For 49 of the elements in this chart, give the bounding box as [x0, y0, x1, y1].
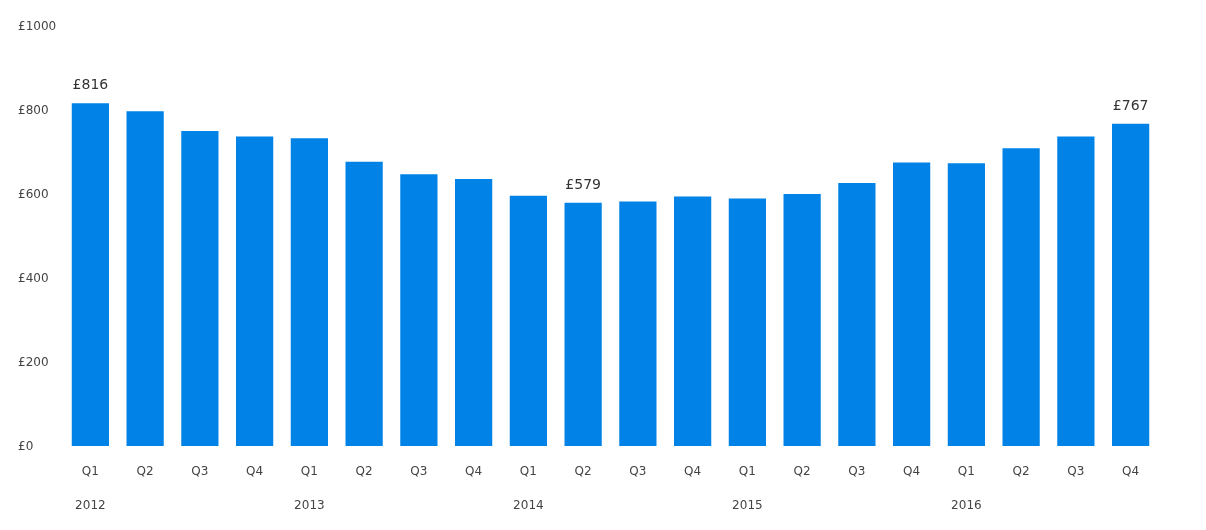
bar	[674, 196, 712, 446]
y-tick-label: £200	[18, 355, 49, 369]
category-label: Q1 2012	[75, 464, 106, 512]
bar	[619, 201, 657, 446]
bar	[947, 163, 985, 446]
data-label: £816	[72, 76, 109, 93]
x-tick-label: Q2	[574, 464, 592, 478]
y-tick-label: £800	[18, 103, 49, 117]
bar	[1057, 136, 1095, 446]
bar	[400, 174, 438, 446]
bar	[783, 194, 821, 446]
category-label: Q1 2015	[732, 464, 763, 512]
data-label: £767	[1112, 96, 1149, 113]
bar	[1002, 148, 1040, 446]
x-tick-label: Q3	[1067, 464, 1085, 478]
x-tick-label: Q3	[629, 464, 647, 478]
y-tick-label: £0	[18, 439, 34, 453]
bar	[455, 178, 493, 446]
x-tick-label: Q4	[465, 464, 483, 478]
x-tick-label: Q3	[410, 464, 428, 478]
bar	[236, 136, 274, 446]
y-tick-label: £600	[18, 187, 49, 201]
bar	[838, 183, 876, 446]
bar	[509, 195, 547, 446]
bar	[71, 103, 109, 446]
data-label: £579	[565, 175, 601, 192]
x-tick-label: Q4	[1122, 464, 1140, 478]
bar	[345, 161, 383, 446]
category-label: Q1 2014	[513, 464, 544, 512]
bar	[893, 162, 931, 446]
x-tick-label: Q2	[793, 464, 811, 478]
bar	[126, 111, 164, 446]
category-label: Q1 2013	[294, 464, 325, 512]
x-tick-label: Q2	[136, 464, 154, 478]
y-tick-label: £1000	[18, 19, 57, 33]
bar	[1112, 123, 1150, 446]
x-tick-label: Q3	[848, 464, 866, 478]
x-tick-label: Q4	[246, 464, 264, 478]
x-tick-label: Q2	[355, 464, 373, 478]
bar	[181, 131, 219, 446]
bar	[290, 138, 328, 446]
x-tick-label: Q4	[684, 464, 702, 478]
x-tick-label: Q2	[1012, 464, 1030, 478]
y-tick-label: £400	[18, 271, 49, 285]
category-label: Q1 2016	[951, 464, 982, 512]
x-tick-label: Q4	[903, 464, 921, 478]
x-tick-label: Q3	[191, 464, 209, 478]
bar	[564, 202, 602, 446]
bar	[728, 198, 766, 446]
